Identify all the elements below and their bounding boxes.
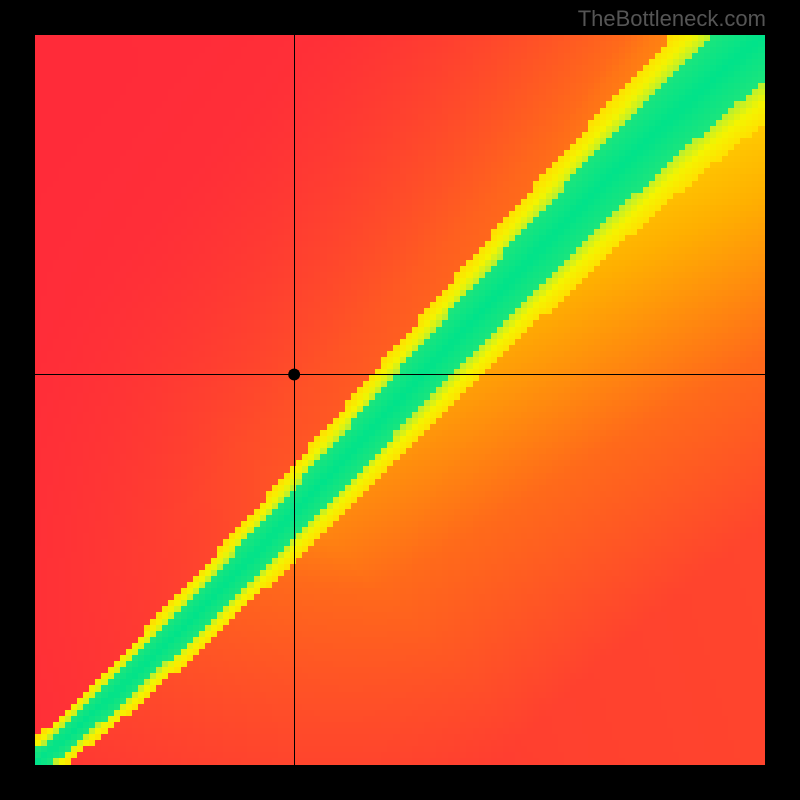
bottleneck-heatmap <box>35 35 765 765</box>
chart-container: TheBottleneck.com <box>0 0 800 800</box>
watermark-text: TheBottleneck.com <box>578 6 766 32</box>
